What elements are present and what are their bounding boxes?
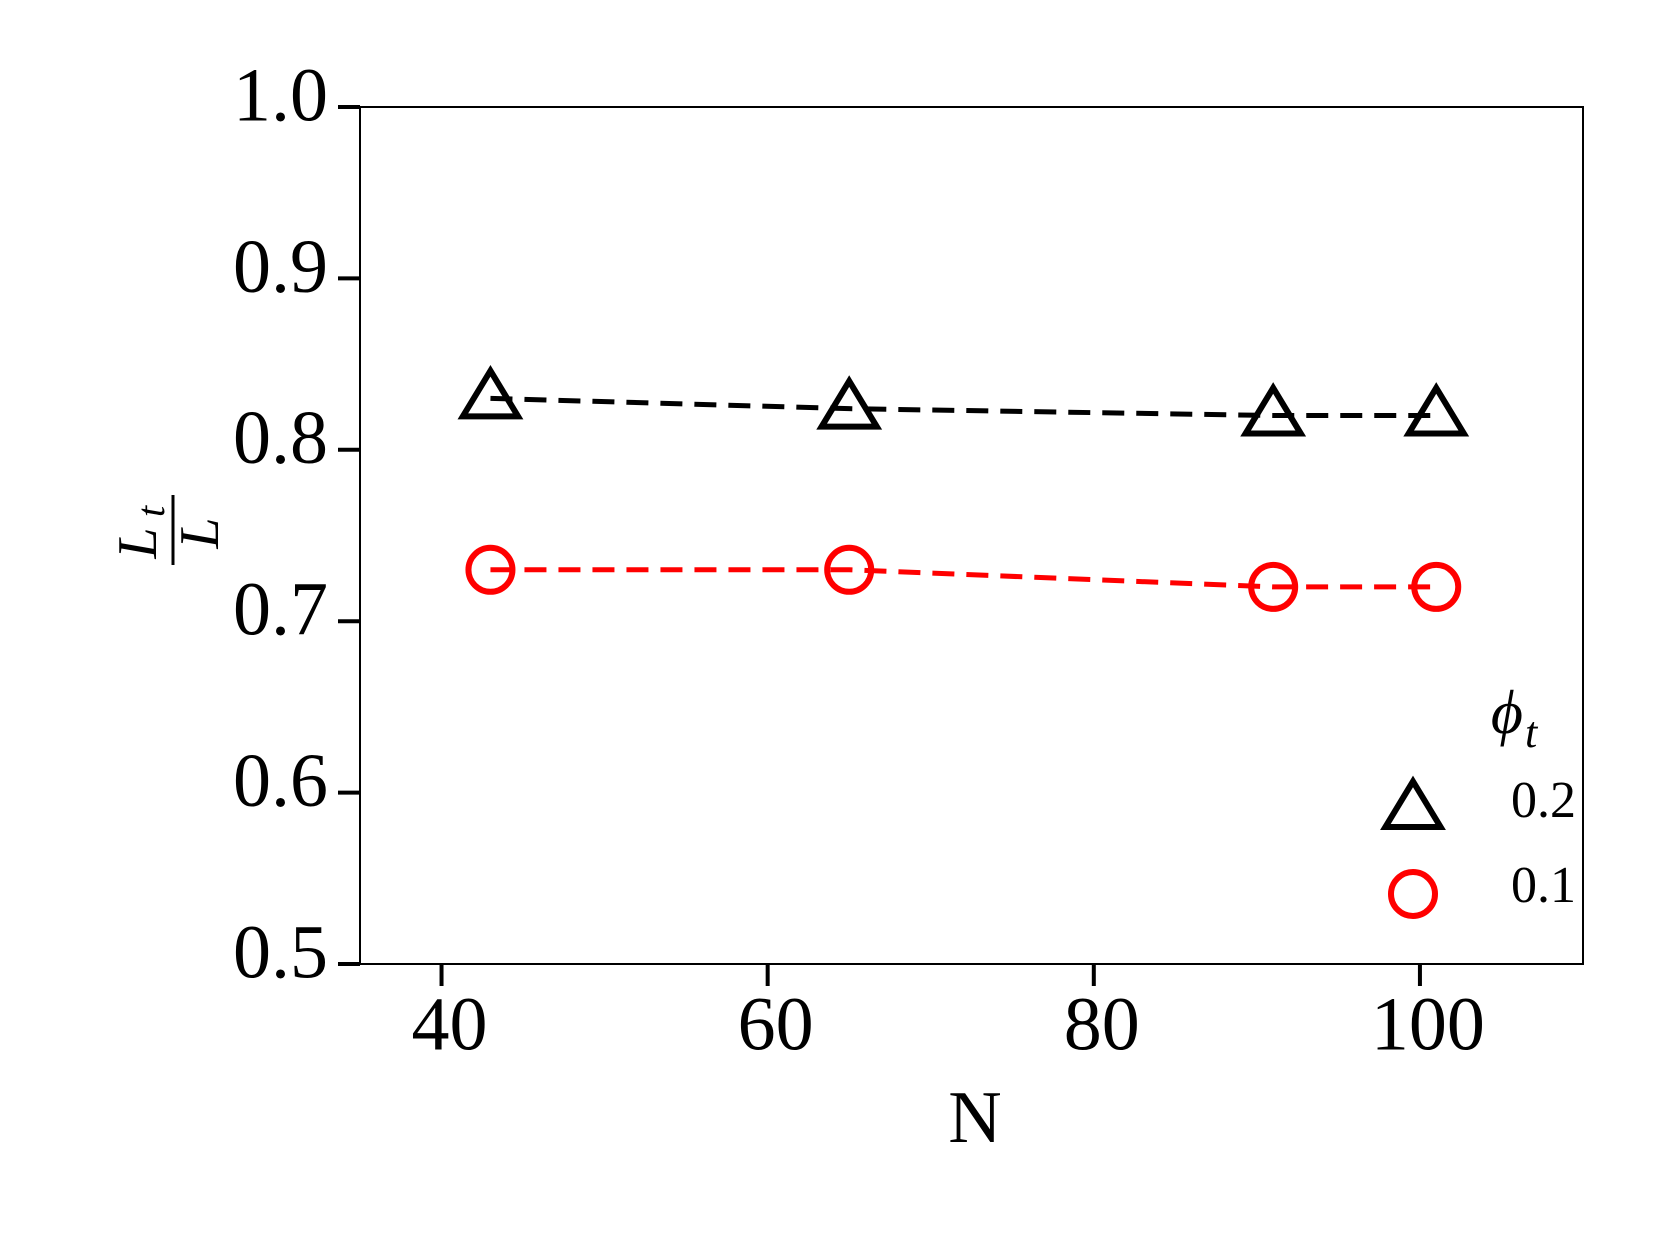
y-tick-label: 0.6 — [233, 739, 328, 823]
series-line — [490, 395, 1437, 419]
y-label-numerator: L — [107, 527, 169, 559]
y-tick-label: 0.5 — [233, 910, 328, 994]
x-tick-label: 100 — [1371, 982, 1485, 1066]
triangle-marker — [1240, 382, 1307, 437]
circle-marker — [465, 544, 516, 595]
triangle-marker — [816, 375, 883, 430]
y-tick-label: 0.7 — [233, 568, 328, 652]
x-tick-label: 40 — [412, 982, 488, 1066]
plot-frame — [359, 106, 1584, 965]
y-label-denominator: L — [169, 517, 231, 549]
series-line — [490, 567, 1437, 590]
circle-marker — [1388, 869, 1438, 919]
legend-title: ϕ — [1491, 679, 1523, 747]
legend-label: 0.1 — [1511, 857, 1576, 914]
y-tick-label: 1.0 — [233, 53, 328, 137]
y-label-subscript: t — [128, 505, 173, 517]
legend-label: 0.2 — [1511, 772, 1576, 829]
x-axis-label: N — [948, 1077, 1001, 1159]
triangle-marker — [1403, 382, 1470, 437]
y-tick-label: 0.8 — [233, 396, 328, 480]
x-tick-label: 80 — [1064, 982, 1140, 1066]
legend-title-subscript: t — [1525, 708, 1539, 757]
y-tick-label: 0.9 — [233, 225, 328, 309]
triangle-marker — [1380, 775, 1446, 830]
triangle-marker — [457, 364, 524, 420]
x-tick-label: 60 — [738, 982, 814, 1066]
circle-marker — [1411, 561, 1462, 612]
circle-marker — [824, 544, 875, 595]
circle-marker — [1248, 561, 1299, 612]
y-axis-label: L t L — [107, 495, 231, 565]
